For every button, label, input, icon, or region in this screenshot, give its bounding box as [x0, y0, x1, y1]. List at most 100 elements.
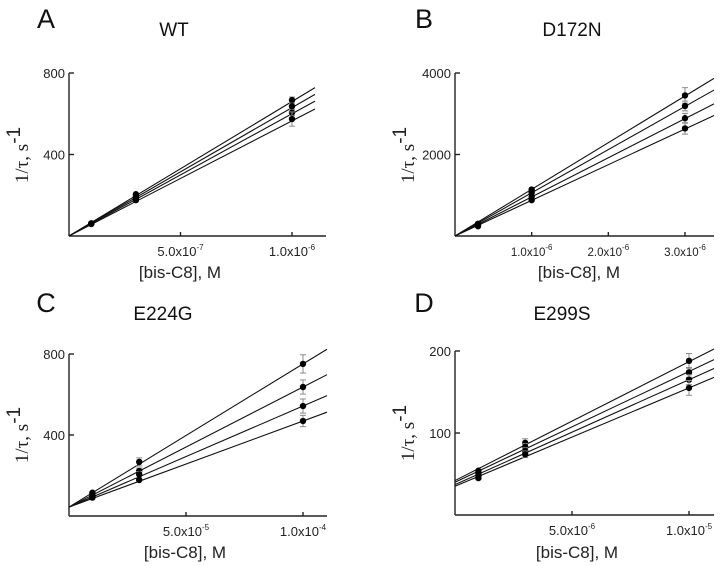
y-tick-label: 2000	[422, 148, 451, 163]
fit-line-3	[454, 367, 715, 486]
data-point	[685, 384, 693, 392]
x-tick-label: 1.0x10-5	[666, 522, 713, 538]
x-tick-exponent: -6	[588, 522, 596, 531]
panel-title: E224G	[133, 304, 192, 325]
x-tick-exponent: -6	[699, 243, 707, 252]
y-tick-label: 800	[43, 66, 65, 81]
fit-line-1	[454, 77, 715, 237]
data-point	[681, 125, 689, 132]
data-point	[681, 115, 689, 122]
data-point	[685, 369, 693, 376]
y-tick-label: 200	[429, 344, 451, 359]
fit-line-1	[68, 348, 328, 508]
data-point	[136, 476, 143, 484]
data-point	[681, 92, 689, 99]
y-axis-title-main: 1/τ, s	[398, 422, 419, 461]
x-tick-exponent: -4	[319, 523, 327, 532]
y-axis-title-main: 1/τ, s	[398, 144, 419, 183]
x-tick-mantissa: 2.0x10	[588, 247, 623, 259]
fit-line-1	[68, 87, 316, 237]
x-tick-mantissa: 1.0x10	[511, 247, 546, 259]
panel-letter: B	[415, 4, 433, 34]
y-axis-title-exponent: -1	[390, 405, 411, 422]
y-axis-title-exponent: -1	[390, 127, 411, 144]
data-point	[89, 494, 96, 501]
fit-line-3	[68, 395, 328, 508]
fit-line-1	[454, 348, 715, 482]
y-axis-title: 1/τ, s-1	[390, 405, 419, 461]
x-tick-mantissa: 1.0x10	[666, 523, 705, 538]
y-tick-label: 400	[43, 428, 65, 443]
x-tick-label: 5.0x10-6	[549, 522, 596, 538]
data-point	[474, 223, 482, 230]
data-point	[136, 458, 143, 466]
fit-line-4	[68, 108, 316, 237]
x-tick-exponent: -6	[308, 243, 316, 252]
data-point	[522, 451, 529, 458]
x-tick-mantissa: 3.0x10	[664, 247, 699, 259]
x-tick-exponent: -6	[545, 243, 553, 252]
fit-line-4	[68, 411, 328, 508]
y-axis-title-main: 1/τ, s	[12, 424, 33, 463]
x-tick-mantissa: 5.0x10	[157, 244, 196, 259]
y-tick-label: 4000	[422, 66, 451, 81]
data-point	[288, 115, 296, 123]
x-tick-exponent: -5	[202, 523, 210, 532]
x-tick-mantissa: 5.0x10	[163, 524, 202, 539]
x-axis-title: [bis-C8], M	[144, 543, 226, 562]
x-tick-mantissa: 1.0x10	[269, 244, 308, 259]
x-tick-label: 5.0x10-5	[163, 523, 210, 539]
panel-c: C E224G 400 800 5.0x10-5 1.0x10-4 [bis-C8], M 1…	[4, 288, 328, 562]
data-point	[685, 376, 693, 383]
fit-line-2	[454, 359, 715, 483]
y-axis-title-exponent: -1	[4, 127, 25, 144]
data-point	[528, 196, 535, 204]
fit-line-3	[68, 100, 316, 237]
y-axis-title: 1/τ, s-1	[4, 127, 33, 183]
data-point	[136, 471, 143, 478]
x-tick-label: 1.0x10-4	[280, 523, 327, 539]
y-axis-title: 1/τ, s-1	[4, 407, 33, 463]
x-tick-label: 1.0x10-6	[269, 243, 316, 259]
y-axis-title-exponent: -1	[4, 407, 25, 424]
panel-title: D172N	[542, 20, 601, 41]
data-point	[681, 102, 689, 110]
fit-line-2	[68, 374, 328, 508]
panel-d: D E299S 100 200 5.0x10-6 1.0x10-5 [bis-C8], M 1…	[390, 288, 715, 562]
y-axis-title-main: 1/τ, s	[12, 144, 33, 183]
y-axis-title: 1/τ, s-1	[390, 127, 419, 183]
panel-letter: A	[37, 4, 55, 34]
fit-line-2	[454, 89, 715, 237]
x-tick-label: 5.0x10-7	[157, 243, 204, 259]
panel-letter: D	[414, 288, 434, 318]
panel-title: WT	[159, 20, 189, 41]
y-tick-label: 800	[43, 347, 65, 362]
y-tick-label: 100	[429, 426, 451, 441]
fit-line-4	[454, 115, 715, 237]
fit-line-3	[454, 103, 715, 237]
data-point	[299, 417, 307, 425]
fit-line-4	[454, 376, 715, 487]
panel-letter: C	[36, 288, 56, 318]
data-point	[288, 96, 296, 104]
x-axis-title: [bis-C8], M	[538, 263, 620, 282]
x-tick-label: 3.0x10-6	[664, 243, 706, 259]
x-tick-mantissa: 1.0x10	[280, 524, 319, 539]
fit-line-2	[68, 93, 316, 237]
x-tick-exponent: -7	[196, 243, 204, 252]
x-axis-title: [bis-C8], M	[536, 543, 618, 562]
x-tick-label: 1.0x10-6	[511, 243, 553, 259]
panel-a: A WT 400 800 5.0x10-7 1.0x10-6 [bis-C8], M 1/τ,…	[4, 4, 326, 282]
data-point	[132, 196, 140, 204]
x-tick-mantissa: 5.0x10	[549, 523, 588, 538]
data-point	[299, 402, 307, 410]
panel-title: E299S	[533, 304, 590, 325]
data-point	[299, 360, 307, 368]
data-point	[88, 220, 95, 228]
y-tick-label: 400	[43, 148, 65, 163]
x-tick-exponent: -6	[622, 243, 630, 252]
x-tick-exponent: -5	[705, 522, 713, 531]
x-tick-label: 2.0x10-6	[588, 243, 630, 259]
